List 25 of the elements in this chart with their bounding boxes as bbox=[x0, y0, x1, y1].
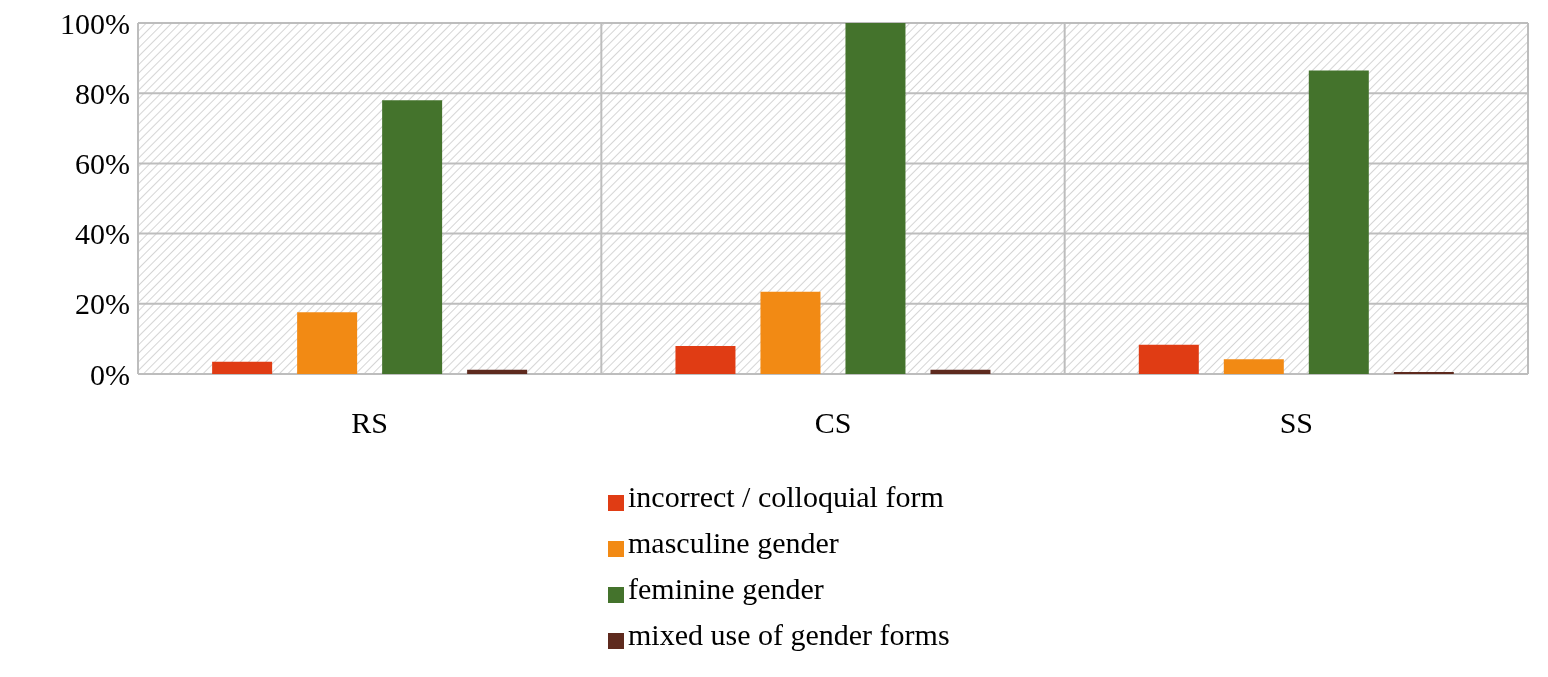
bar bbox=[760, 291, 821, 374]
bar bbox=[675, 345, 736, 374]
bar bbox=[297, 312, 358, 374]
bar bbox=[1138, 344, 1199, 374]
x-tick-label: CS bbox=[814, 406, 852, 440]
y-tick-label: 0% bbox=[90, 357, 130, 391]
bar bbox=[212, 361, 273, 374]
x-tick-label: SS bbox=[1279, 406, 1314, 440]
bar bbox=[1308, 70, 1369, 374]
y-tick-label: 40% bbox=[75, 217, 130, 251]
y-tick-label: 80% bbox=[75, 76, 130, 110]
legend-label: feminine gender bbox=[628, 572, 824, 605]
bar bbox=[382, 100, 443, 374]
y-tick-label: 100% bbox=[60, 6, 130, 40]
y-tick-label: 20% bbox=[75, 287, 130, 321]
bar bbox=[467, 369, 528, 374]
bar bbox=[930, 369, 991, 374]
bar bbox=[1393, 371, 1454, 374]
legend-label: masculine gender bbox=[628, 526, 839, 559]
bar bbox=[845, 23, 906, 374]
bar bbox=[1223, 359, 1284, 374]
x-tick-label: RS bbox=[351, 406, 389, 440]
legend-label: incorrect / colloquial form bbox=[628, 480, 944, 513]
legend-label: mixed use of gender forms bbox=[628, 618, 950, 651]
y-tick-label: 60% bbox=[75, 147, 130, 181]
